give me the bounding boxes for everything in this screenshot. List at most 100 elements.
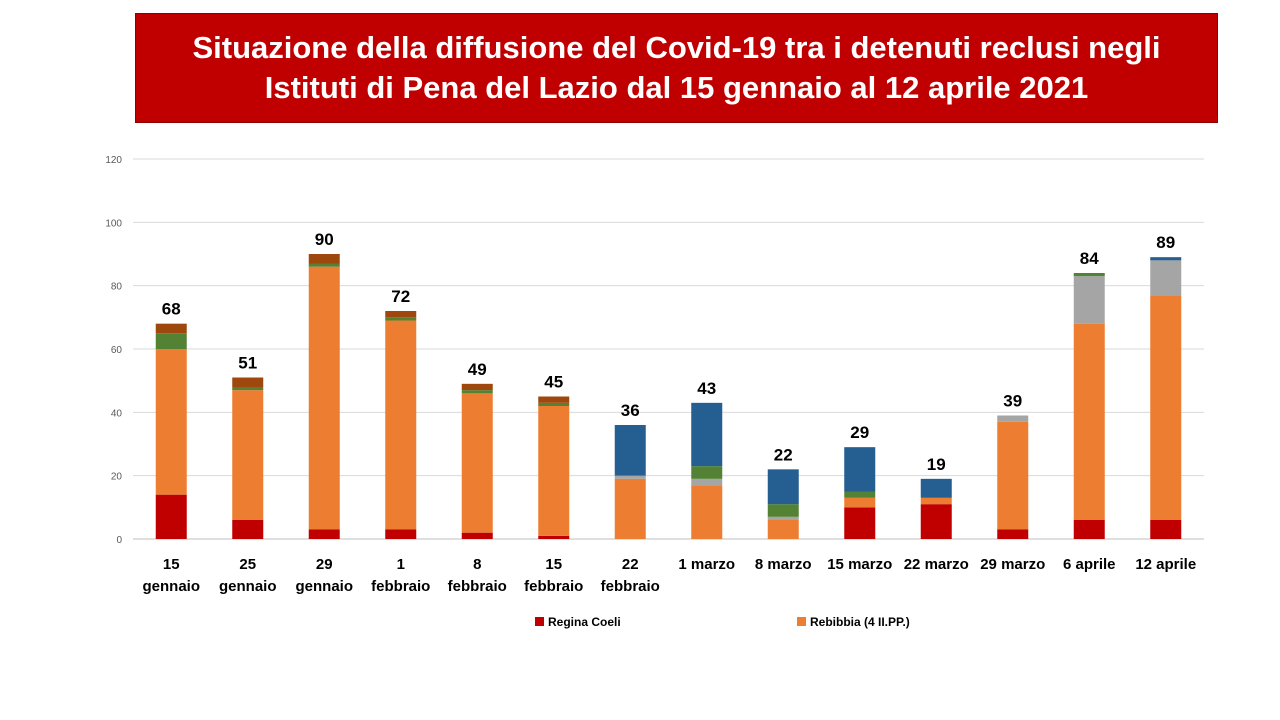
bar-segment	[155, 333, 187, 349]
bar-segment	[1073, 520, 1105, 539]
bar-segment	[308, 254, 340, 264]
total-data-label: 22	[774, 445, 793, 464]
x-category-label: 15	[545, 556, 562, 573]
total-data-label: 36	[621, 401, 640, 420]
bar-segment	[308, 266, 340, 530]
legend-label: Regina Coeli	[548, 615, 621, 629]
y-tick-label: 100	[105, 218, 122, 229]
title-banner: Situazione della diffusione del Covid-19…	[135, 13, 1218, 123]
bar-segment	[920, 504, 952, 539]
bar-segment	[155, 349, 187, 495]
bar-segment	[385, 529, 417, 539]
x-category-label: 15 marzo	[827, 556, 892, 573]
x-category-label: 6 aprile	[1063, 556, 1116, 573]
x-category-label: gennaio	[295, 578, 353, 595]
bar-segment	[538, 406, 570, 536]
bar-segment	[997, 421, 1029, 530]
bar-segment	[767, 520, 799, 539]
bar-segment	[844, 497, 876, 508]
x-category-label: 29 marzo	[980, 556, 1045, 573]
y-tick-label: 40	[111, 408, 123, 419]
bar-segment	[614, 475, 646, 479]
bar-segment	[767, 469, 799, 505]
bar-segment	[232, 520, 264, 539]
x-category-label: 22 marzo	[904, 556, 969, 573]
bar-segment	[232, 390, 264, 520]
total-data-label: 84	[1080, 249, 1099, 268]
title-line-1: Situazione della diffusione del Covid-19…	[192, 30, 1161, 65]
bar-segment	[538, 402, 570, 406]
bar-segment	[308, 263, 340, 267]
bar-segment	[461, 532, 493, 539]
bar-segment	[385, 311, 417, 318]
bar-segment	[155, 323, 187, 334]
total-data-label: 29	[850, 423, 869, 442]
bar-segment	[767, 504, 799, 517]
x-category-label: febbraio	[371, 578, 430, 595]
bar-segment	[691, 466, 723, 479]
bar-segment	[844, 447, 876, 492]
bar-segment	[232, 387, 264, 391]
bar-segment	[538, 396, 570, 403]
y-tick-label: 80	[111, 282, 123, 293]
bar-segment	[1150, 257, 1182, 261]
bar-segment	[1073, 323, 1105, 520]
bar-segment	[385, 320, 417, 530]
total-data-label: 68	[162, 300, 181, 319]
legend-swatch	[797, 617, 806, 626]
total-data-label: 19	[927, 455, 946, 474]
bar-segment	[1150, 260, 1182, 296]
x-category-label: 25	[239, 556, 256, 573]
x-category-label: 1	[397, 556, 405, 573]
bar-segment	[767, 516, 799, 520]
x-category-label: 15	[163, 556, 180, 573]
bar-segment	[461, 393, 493, 533]
total-data-label: 90	[315, 230, 334, 249]
total-data-label: 49	[468, 360, 487, 379]
bar-segment	[385, 317, 417, 321]
x-category-label: febbraio	[524, 578, 583, 595]
bar-segment	[691, 402, 723, 467]
bar-segment	[844, 491, 876, 498]
bar-segment	[1150, 295, 1182, 520]
bar-segment	[920, 497, 952, 505]
bar-segment	[614, 478, 646, 539]
bar-segment	[691, 485, 723, 539]
y-tick-label: 20	[111, 472, 123, 483]
bar-segment	[691, 478, 723, 486]
bar-segment	[232, 377, 264, 387]
bar-segment	[461, 383, 493, 391]
x-category-label: 1 marzo	[678, 556, 735, 573]
x-category-label: febbraio	[601, 578, 660, 595]
x-category-label: gennaio	[219, 578, 277, 595]
title-line-2: Istituti di Pena del Lazio dal 15 gennai…	[264, 70, 1089, 105]
x-category-label: 8 marzo	[755, 556, 812, 573]
total-data-label: 45	[544, 373, 563, 392]
y-tick-label: 0	[116, 535, 122, 546]
bar-segment	[1073, 276, 1105, 324]
x-category-label: 22	[622, 556, 639, 573]
bar-segment	[308, 529, 340, 539]
x-category-label: febbraio	[448, 578, 507, 595]
bar-segment	[997, 529, 1029, 539]
x-category-label: gennaio	[142, 578, 200, 595]
bar-segment	[997, 415, 1029, 422]
bar-segment	[1073, 273, 1105, 277]
bar-segment	[461, 390, 493, 394]
total-data-label: 72	[391, 287, 410, 306]
bar-segment	[614, 425, 646, 476]
total-data-label: 89	[1156, 233, 1175, 252]
legend-label: Rebibbia (4 II.PP.)	[810, 615, 910, 629]
total-data-label: 51	[238, 354, 257, 373]
bar-segment	[538, 535, 570, 539]
bar-segment	[1150, 520, 1182, 539]
bar-segment	[844, 507, 876, 539]
total-data-label: 39	[1003, 392, 1022, 411]
x-category-label: 12 aprile	[1135, 556, 1196, 573]
x-category-label: 8	[473, 556, 481, 573]
total-data-label: 43	[697, 379, 716, 398]
x-category-label: 29	[316, 556, 333, 573]
y-tick-label: 60	[111, 345, 123, 356]
legend-swatch	[535, 617, 544, 626]
